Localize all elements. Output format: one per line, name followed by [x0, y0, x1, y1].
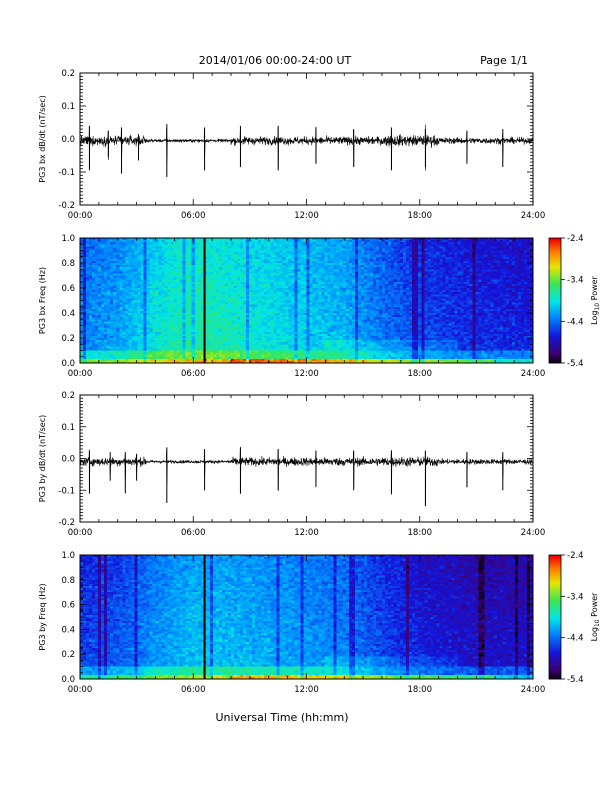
x-tick-label: 06:00 [181, 211, 206, 221]
colorbar-tick-label: -2.4 [567, 234, 584, 244]
y-axis-title: PG3 bx dB/dt (nT/sec) [38, 95, 47, 182]
x-tick-label: 00:00 [68, 211, 93, 221]
colorbar-title: Log10 Power [590, 592, 601, 641]
panel-2: 00:00 06:00 12:00 18:00 24:00 0.0 0.2 0.4 0.6 0.8… [38, 234, 601, 379]
page-number: Page 1/1 [480, 54, 528, 67]
heatmap-cells [80, 555, 533, 679]
y-tick-label: 0.6 [61, 284, 75, 294]
page-title: 2014/01/06 00:00-24:00 UT [199, 54, 352, 67]
colorbar: -2.4 -3.4 -4.4 -5.4 Log10 Power [549, 551, 601, 685]
x-tick-label: 12:00 [294, 685, 319, 695]
panel-3: 00:00 06:00 12:00 18:00 24:00 -0.2 -0.1 0.0 0.1 0… [38, 391, 545, 538]
colorbar-tick-label: -5.4 [567, 359, 584, 369]
y-tick-label: 0.1 [61, 423, 75, 433]
y-tick-label: -0.1 [58, 486, 75, 496]
y-axis-title: PG3 bx Freq (Hz) [38, 267, 47, 334]
colorbar-tick-label: -3.4 [567, 592, 584, 602]
y-axis-title: PG3 by dB/dt (nT/sec) [38, 415, 47, 502]
y-tick-label: -0.2 [58, 518, 75, 528]
panels: 00:00 06:00 12:00 18:00 24:00 -0.2 -0.1 0.0 0.1 0… [38, 69, 601, 695]
series-line [80, 447, 533, 505]
y-tick-label: 0.2 [61, 391, 75, 401]
colorbar-title: Log10 Power [590, 275, 601, 324]
y-tick-label: 0.8 [61, 576, 75, 586]
colorbar-tick-label: -2.4 [567, 551, 584, 561]
y-axis-title: PG3 by Freq (Hz) [38, 583, 47, 650]
colorbar-tick-label: -4.4 [567, 634, 584, 644]
colorbar-title-main: Log [590, 627, 599, 641]
colorbar: -2.4 -3.4 -4.4 -5.4 Log10 Power [549, 234, 601, 369]
y-tick-label: 0.0 [61, 135, 75, 145]
x-tick-label: 12:00 [294, 528, 319, 538]
x-tick-label: 06:00 [181, 369, 206, 379]
figure-canvas: 2014/01/06 00:00-24:00 UT Page 1/1 00:00… [0, 0, 612, 792]
x-axis-title: Universal Time (hh:mm) [216, 711, 349, 724]
colorbar-title-main: Log [590, 311, 599, 325]
y-tick-label: 0.8 [61, 259, 75, 269]
y-tick-label: 1.0 [61, 551, 75, 561]
heatmap-cells [80, 238, 533, 363]
x-tick-label: 00:00 [68, 685, 93, 695]
x-tick-label: 18:00 [408, 685, 433, 695]
x-tick-label: 18:00 [408, 528, 433, 538]
y-tick-label: 0.2 [61, 69, 75, 79]
colorbar-title-sub: 10 [594, 619, 601, 627]
x-tick-label: 18:00 [408, 369, 433, 379]
x-tick-label: 24:00 [521, 211, 546, 221]
y-tick-label: 0.2 [61, 334, 75, 344]
y-tick-label: -0.1 [58, 168, 75, 178]
colorbar-title-sub: 10 [594, 303, 601, 311]
y-tick-label: -0.2 [58, 201, 75, 211]
x-tick-label: 12:00 [294, 211, 319, 221]
x-tick-label: 24:00 [521, 528, 546, 538]
y-tick-label: 0.1 [61, 102, 75, 112]
y-tick-label: 0.4 [61, 625, 75, 635]
colorbar-title-end: Power [590, 275, 599, 302]
x-tick-label: 24:00 [521, 369, 546, 379]
y-tick-label: 0.0 [61, 455, 75, 465]
x-tick-label: 24:00 [521, 685, 546, 695]
y-tick-label: 0.2 [61, 650, 75, 660]
x-tick-label: 00:00 [68, 528, 93, 538]
x-tick-label: 12:00 [294, 369, 319, 379]
x-tick-label: 06:00 [181, 528, 206, 538]
y-tick-label: 0.4 [61, 309, 75, 319]
colorbar-tick-label: -3.4 [567, 276, 584, 286]
colorbar-tick-label: -5.4 [567, 675, 584, 685]
x-tick-label: 06:00 [181, 685, 206, 695]
y-tick-label: 0.6 [61, 601, 75, 611]
y-tick-label: 0.0 [61, 359, 75, 369]
colorbar-tick-label: -4.4 [567, 317, 584, 327]
x-tick-label: 00:00 [68, 369, 93, 379]
y-tick-label: 0.0 [61, 675, 75, 685]
x-tick-label: 18:00 [408, 211, 433, 221]
y-tick-label: 1.0 [61, 234, 75, 244]
series-line [80, 125, 533, 171]
panel-4: 00:00 06:00 12:00 18:00 24:00 0.0 0.2 0.4 0.6 0.8… [38, 551, 601, 695]
colorbar-title-end: Power [590, 592, 599, 619]
figure: 2014/01/06 00:00-24:00 UT Page 1/1 00:00… [0, 0, 612, 792]
panel-1: 00:00 06:00 12:00 18:00 24:00 -0.2 -0.1 0.0 0.1 0… [38, 69, 545, 221]
